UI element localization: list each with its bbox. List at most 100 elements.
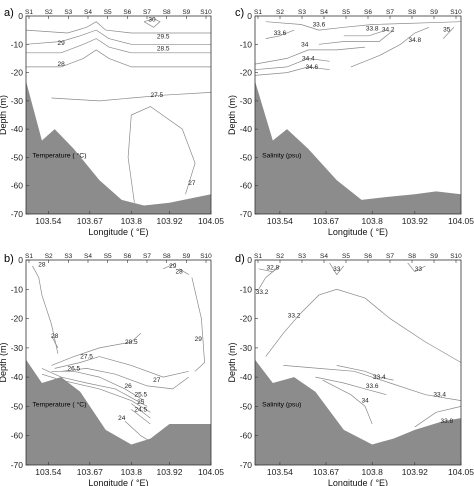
station-label-d-1: S2 — [276, 253, 284, 260]
station-label-c-1: S2 — [276, 9, 284, 16]
x-axis-title-b: Longitude ( °E) — [88, 478, 148, 486]
contour-label-a-2: 29 — [57, 40, 65, 47]
contour-label-b-6: 27.5 — [80, 354, 93, 361]
variable-label-a: Temperature ( °C) — [32, 151, 86, 159]
panel-d: 32.8 33 33 33.2 33.2 33.4 33.4 33.6 34 33.8 S1 S2 S3… — [227, 253, 474, 486]
contour-line-a-4 — [26, 49, 211, 68]
bathymetry-b — [26, 359, 211, 465]
panel-b: 282829282928.527.52726.52625.52524.524S1… — [0, 253, 224, 486]
station-label-b-7: S8 — [163, 253, 171, 260]
contour-label-c-2: 33.8 — [366, 26, 379, 33]
panel-label-a: a) — [4, 7, 14, 19]
x-tick-label-d-1: 103.67 — [313, 467, 339, 477]
y-tick-label-c-3: -30 — [240, 96, 253, 106]
contour-label-a-5: 27.5 — [150, 92, 163, 99]
x-tick-label-b-4: 104.05 — [198, 467, 224, 477]
contour-line-b-11 — [131, 403, 151, 419]
contour-line-d-8 — [322, 379, 373, 425]
y-tick-label-c-7: -70 — [240, 209, 253, 219]
station-label-a-0: S1 — [25, 9, 33, 16]
contour-line-d-9 — [414, 406, 462, 428]
contour-label-c-8: 34.6 — [305, 64, 318, 71]
station-label-b-9: S10 — [200, 253, 212, 260]
contour-line-d-6 — [336, 365, 394, 381]
station-label-c-8: S9 — [430, 9, 438, 16]
panel-label-b: b) — [4, 253, 14, 265]
contour-label-d-3: 33.2 — [256, 289, 269, 296]
x-tick-label-b-0: 103.54 — [35, 467, 61, 477]
contour-line-b-8 — [51, 370, 145, 401]
y-tick-label-d-3: -30 — [240, 343, 253, 353]
contour-label-a-0: 30 — [148, 16, 156, 23]
y-tick-label-b-6: -60 — [11, 431, 24, 441]
plot-frame-c — [254, 15, 462, 215]
station-label-d-3: S4 — [320, 253, 328, 260]
plot-frame-a — [25, 15, 212, 215]
station-label-b-1: S2 — [45, 253, 53, 260]
x-tick-label-a-1: 103.67 — [77, 216, 103, 226]
y-tick-label-c-0: 0 — [247, 11, 252, 21]
panel-label-d: d) — [235, 253, 245, 265]
y-tick-label-a-6: -60 — [11, 181, 24, 191]
contour-line-b-1 — [51, 335, 59, 349]
plot-frame-b — [25, 259, 212, 466]
contour-line-c-6 — [254, 46, 366, 65]
y-tick-label-b-3: -30 — [11, 343, 24, 353]
y-tick-label-c-6: -60 — [240, 181, 253, 191]
y-tick-label-d-5: -50 — [240, 401, 253, 411]
x-tick-label-a-2: 103.8 — [121, 216, 143, 226]
y-tick-label-c-2: -20 — [240, 68, 253, 78]
station-label-d-5: S6 — [364, 253, 372, 260]
x-tick-label-a-4: 104.05 — [198, 216, 224, 226]
contour-label-c-3: 34.2 — [382, 27, 395, 34]
contour-line-b-3 — [178, 268, 189, 275]
y-tick-label-a-0: 0 — [18, 11, 23, 21]
variable-label-d: Salinity (psu) — [262, 401, 301, 408]
contour-label-d-6: 33.4 — [373, 374, 386, 381]
contour-label-c-4: 34.8 — [408, 37, 421, 44]
contour-label-d-4: 33.2 — [288, 313, 301, 320]
contour-line-d-4 — [265, 288, 462, 363]
contour-label-b-8: 26.5 — [67, 365, 80, 372]
station-label-b-4: S5 — [104, 253, 112, 260]
variable-label-c: Salinity (psu) — [262, 152, 301, 159]
contour-label-b-13: 24 — [118, 415, 126, 422]
contour-label-a-4: 28 — [57, 61, 65, 68]
station-label-c-3: S4 — [320, 9, 328, 16]
bathymetry-a — [26, 81, 211, 214]
contour-label-b-5: 28.5 — [125, 339, 138, 346]
contour-line-d-2 — [407, 262, 426, 273]
station-label-d-7: S8 — [408, 253, 416, 260]
bathymetry-d — [255, 359, 461, 465]
station-label-c-0: S1 — [254, 9, 262, 16]
x-tick-label-b-1: 103.67 — [77, 467, 103, 477]
y-tick-label-d-7: -70 — [240, 460, 253, 470]
station-label-a-5: S6 — [123, 9, 131, 16]
contour-label-d-5: 33.4 — [433, 392, 446, 399]
contour-line-d-5 — [283, 365, 462, 401]
contour-line-d-3 — [258, 268, 277, 290]
y-tick-label-a-3: -30 — [11, 96, 24, 106]
y-tick-label-c-4: -40 — [240, 124, 253, 134]
y-tick-label-c-1: -10 — [240, 39, 253, 49]
station-label-b-6: S7 — [143, 253, 151, 260]
panel-label-c: c) — [235, 7, 244, 19]
contour-line-c-0 — [265, 21, 462, 31]
station-label-c-9: S10 — [450, 9, 462, 16]
x-axis-title-d: Longitude ( °E) — [328, 478, 388, 486]
station-label-d-6: S7 — [386, 253, 394, 260]
x-tick-label-c-3: 103.92 — [402, 216, 428, 226]
y-tick-label-a-4: -40 — [11, 124, 24, 134]
contour-line-c-3 — [318, 29, 394, 45]
station-label-a-6: S7 — [143, 9, 151, 16]
contour-label-d-8: 34 — [361, 398, 369, 405]
y-tick-label-b-1: -10 — [11, 284, 24, 294]
contour-label-b-12: 24.5 — [134, 406, 147, 413]
contour-line-a-3 — [26, 38, 211, 54]
contour-label-b-10: 25.5 — [134, 392, 147, 399]
contour-line-b-13 — [124, 420, 151, 442]
contour-label-c-1: 33.6 — [274, 30, 287, 37]
contour-line-a-2 — [25, 29, 211, 45]
contour-label-c-0: 33.6 — [313, 22, 326, 29]
contour-label-b-9: 26 — [124, 383, 132, 390]
